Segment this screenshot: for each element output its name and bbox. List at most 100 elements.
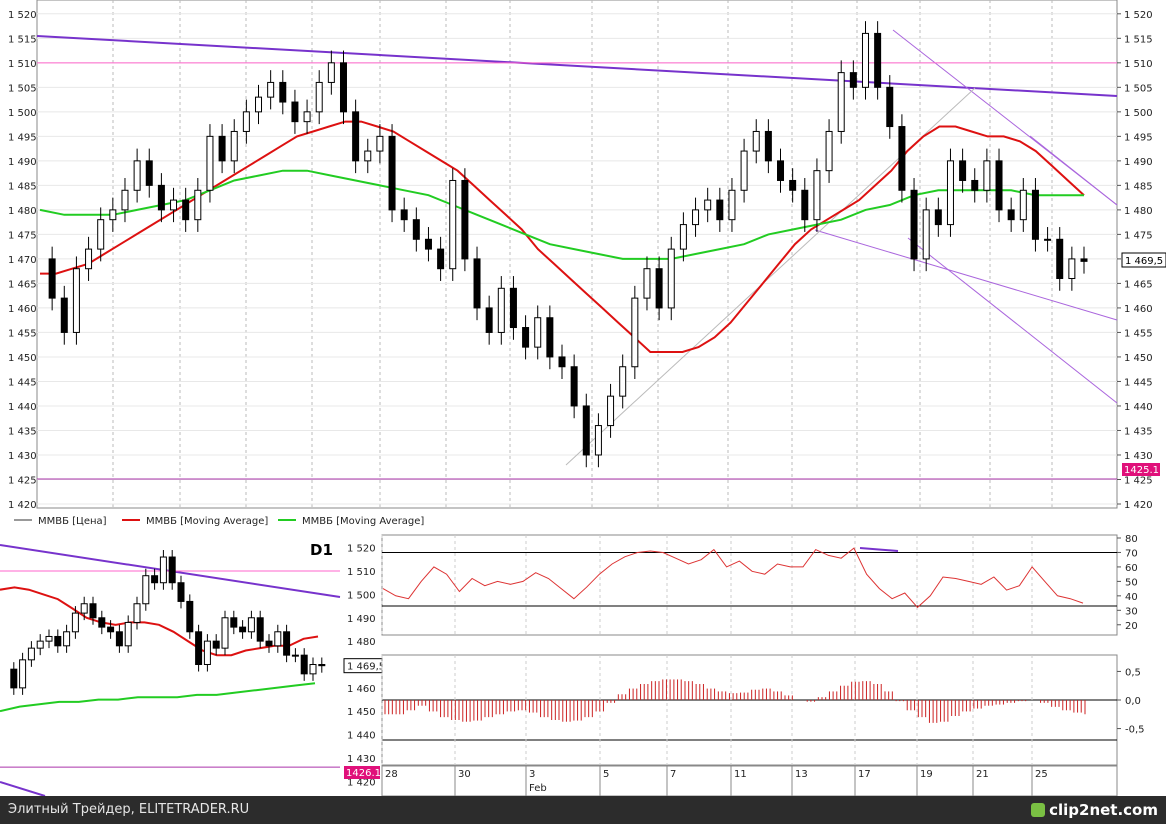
x-tick-4: 7 bbox=[670, 769, 676, 780]
y-tick-right-5: 1 495 bbox=[1124, 132, 1153, 143]
candle-body-18 bbox=[255, 96, 263, 113]
candle-body-52 bbox=[667, 248, 675, 309]
candle-body-47 bbox=[607, 395, 615, 427]
y-tick-right-0: 1 520 bbox=[1124, 10, 1153, 21]
mini-candle-body-11 bbox=[98, 617, 106, 628]
channel-line-lower bbox=[907, 237, 1118, 404]
x-axis-strip bbox=[381, 765, 1118, 796]
candle-body-29 bbox=[388, 135, 396, 211]
mini-candle-body-33 bbox=[291, 654, 299, 657]
timeframe-label: D1 bbox=[310, 541, 333, 559]
candle-body-11 bbox=[170, 199, 178, 211]
y-tick-right-6: 1 490 bbox=[1124, 157, 1153, 168]
candle-body-30 bbox=[400, 209, 408, 221]
candle-body-3 bbox=[72, 268, 80, 333]
mini-candle-body-6 bbox=[54, 635, 62, 647]
y-tick-right-13: 1 455 bbox=[1124, 328, 1153, 339]
x-tick-9: 21 bbox=[976, 769, 989, 780]
mini-y-tick-6: 1 460 bbox=[347, 684, 376, 695]
mini-candle-body-2 bbox=[19, 659, 27, 689]
footer-bar: Элитный Трейдер, ELITETRADER.RU clip2net… bbox=[0, 796, 1166, 824]
y-tick-left-11: 1 465 bbox=[8, 279, 37, 290]
y-tick-left-1: 1 515 bbox=[8, 34, 37, 45]
mini-candle-body-18 bbox=[159, 556, 167, 584]
candle-body-53 bbox=[679, 224, 687, 250]
rsi-panel bbox=[381, 534, 1118, 636]
mini-candle-body-21 bbox=[186, 600, 194, 633]
mini-candle-body-32 bbox=[283, 631, 291, 656]
candle-body-1 bbox=[48, 258, 56, 299]
rsi-line bbox=[382, 547, 1084, 609]
x-axis-month-label: Feb bbox=[529, 783, 547, 794]
candle-body-86 bbox=[1080, 258, 1088, 262]
clip2net-icon bbox=[1031, 803, 1046, 817]
resistance-trendline bbox=[36, 35, 1118, 97]
mini-candle-body-24 bbox=[212, 640, 220, 649]
y-tick-right-11: 1 465 bbox=[1124, 279, 1153, 290]
mini-candle-body-34 bbox=[300, 654, 308, 675]
mini-y-tick-9: 1 430 bbox=[347, 754, 376, 765]
candle-body-83 bbox=[1044, 238, 1052, 241]
chart-canvas: 1 520 1 520 1 515 1 515 1 510 1 510 1 505 1 505… bbox=[0, 0, 1166, 796]
mini-candle-body-23 bbox=[203, 640, 211, 666]
clip2net-logo[interactable]: clip2net.com bbox=[1031, 801, 1158, 819]
candle-body-5 bbox=[97, 219, 105, 250]
candle-body-71 bbox=[898, 126, 906, 191]
y-tick-right-20: 1 420 bbox=[1124, 500, 1153, 511]
mini-candle-body-30 bbox=[265, 640, 273, 647]
candle-body-70 bbox=[886, 86, 894, 128]
candle-body-67 bbox=[849, 72, 857, 88]
mini-y-tick-7: 1 450 bbox=[347, 707, 376, 718]
candle-body-50 bbox=[643, 268, 651, 299]
candle-body-28 bbox=[376, 135, 384, 152]
y-tick-left-2: 1 510 bbox=[8, 59, 37, 70]
y-tick-right-4: 1 500 bbox=[1124, 108, 1153, 119]
mini-candle-body-27 bbox=[239, 626, 247, 633]
mini-candle-body-28 bbox=[247, 617, 255, 633]
x-tick-1: 30 bbox=[458, 769, 471, 780]
mini-ma-green bbox=[0, 682, 316, 713]
candle-body-80 bbox=[1007, 209, 1015, 221]
candle-body-79 bbox=[995, 160, 1003, 211]
y-tick-right-8: 1 480 bbox=[1124, 206, 1153, 217]
candle-body-66 bbox=[837, 72, 845, 132]
mini-y-tick-5: 1 469,5 bbox=[347, 662, 385, 673]
candle-body-77 bbox=[971, 179, 979, 191]
y-tick-left-10: 1 470 bbox=[8, 255, 37, 266]
y-tick-left-13: 1 455 bbox=[8, 328, 37, 339]
y-tick-right-3: 1 505 bbox=[1124, 83, 1153, 94]
x-tick-5: 11 bbox=[734, 769, 747, 780]
candle-body-9 bbox=[145, 160, 153, 186]
osc-panel bbox=[381, 654, 1118, 766]
candle-body-7 bbox=[121, 189, 129, 211]
y-tick-left-9: 1 475 bbox=[8, 230, 37, 241]
y-tick-right-16: 1 440 bbox=[1124, 402, 1153, 413]
mini-y-axis: 1 520 1 510 1 500 1 490 1 480 1 469,5 1 460 1 4… bbox=[343, 544, 385, 788]
candle-body-21 bbox=[291, 101, 299, 123]
mini-candle-body-14 bbox=[124, 621, 132, 647]
mini-candle-body-5 bbox=[45, 635, 53, 642]
candle-body-62 bbox=[789, 179, 797, 191]
candle-body-48 bbox=[619, 366, 627, 397]
candle-body-36 bbox=[473, 258, 481, 309]
y-tick-right-12: 1 460 bbox=[1124, 304, 1153, 315]
candle-body-49 bbox=[631, 297, 639, 368]
candle-body-69 bbox=[874, 32, 882, 88]
candle-body-46 bbox=[594, 425, 602, 456]
mini-y-tick-2: 1 500 bbox=[347, 590, 376, 601]
rsi-y-tick-2: 60 bbox=[1125, 563, 1138, 574]
clip2net-logo-text: clip2net.com bbox=[1049, 801, 1158, 819]
candle-body-34 bbox=[449, 179, 457, 270]
rsi-y-tick-1: 70 bbox=[1125, 548, 1138, 559]
mini-candle-body-15 bbox=[133, 603, 141, 623]
y-tick-right-7: 1 485 bbox=[1124, 181, 1153, 192]
mini-candle-body-3 bbox=[27, 647, 35, 661]
rsi-divergence-line bbox=[859, 547, 899, 552]
candle-body-8 bbox=[133, 160, 141, 191]
legend: ММВБ [Цена] ММВБ [Moving Average] ММВБ [… bbox=[14, 516, 424, 527]
candle-body-24 bbox=[327, 62, 335, 83]
candle-body-75 bbox=[946, 160, 954, 226]
candle-body-65 bbox=[825, 130, 833, 172]
mini-candle-body-16 bbox=[142, 575, 150, 605]
candle-body-15 bbox=[218, 135, 226, 162]
